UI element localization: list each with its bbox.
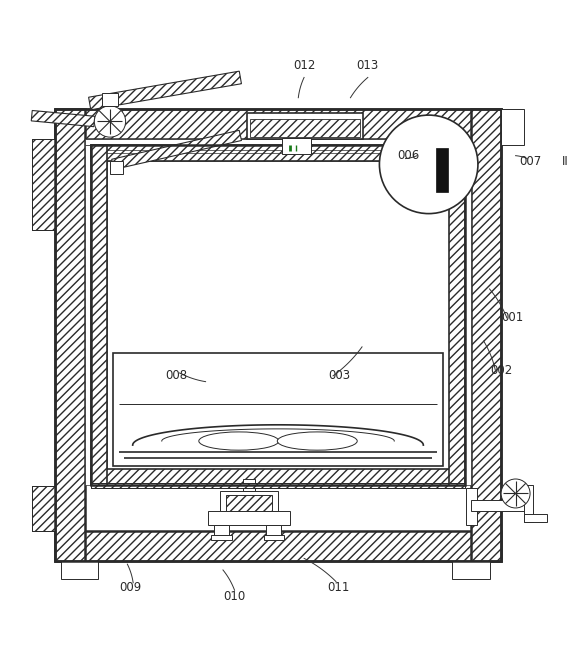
Bar: [266, 525, 281, 537]
Polygon shape: [88, 71, 242, 110]
Bar: [466, 488, 477, 525]
Bar: [113, 353, 443, 466]
Bar: [32, 140, 55, 230]
Bar: [214, 525, 229, 537]
Bar: [55, 109, 501, 561]
Bar: [220, 490, 278, 511]
Ellipse shape: [277, 432, 357, 450]
Text: II: II: [562, 155, 568, 168]
Bar: [107, 161, 449, 469]
Bar: [465, 145, 471, 485]
Bar: [208, 511, 290, 525]
Bar: [55, 531, 501, 561]
Bar: [281, 138, 311, 154]
Bar: [471, 109, 501, 561]
Bar: [524, 514, 548, 523]
Text: 002: 002: [490, 364, 512, 376]
Text: 010: 010: [223, 590, 246, 602]
Bar: [247, 113, 363, 140]
Circle shape: [380, 115, 478, 214]
Bar: [211, 535, 232, 540]
Circle shape: [94, 106, 126, 137]
Text: 009: 009: [119, 581, 142, 594]
Bar: [471, 500, 527, 511]
Bar: [55, 109, 501, 140]
Text: 003: 003: [328, 369, 350, 382]
Bar: [263, 535, 284, 540]
Bar: [91, 483, 465, 488]
Bar: [55, 109, 85, 561]
Ellipse shape: [199, 432, 278, 450]
Bar: [85, 145, 91, 485]
Bar: [32, 486, 55, 531]
Text: 013: 013: [357, 59, 379, 72]
Bar: [91, 145, 107, 485]
Bar: [436, 148, 448, 192]
Text: 008: 008: [166, 369, 188, 382]
Circle shape: [501, 479, 530, 508]
Bar: [524, 485, 533, 523]
Bar: [250, 119, 360, 136]
Bar: [452, 561, 490, 579]
Bar: [32, 486, 55, 531]
Bar: [91, 145, 465, 161]
Bar: [110, 161, 123, 174]
Bar: [433, 161, 446, 174]
Text: 012: 012: [293, 59, 315, 72]
Text: 011: 011: [328, 581, 350, 594]
Polygon shape: [31, 111, 95, 127]
Bar: [91, 483, 465, 488]
Bar: [32, 140, 55, 230]
Bar: [501, 109, 524, 145]
Bar: [61, 561, 98, 579]
Bar: [91, 145, 465, 485]
Bar: [226, 495, 272, 511]
Bar: [102, 93, 118, 106]
Bar: [91, 469, 465, 485]
Bar: [243, 479, 255, 490]
Bar: [85, 482, 471, 531]
Bar: [85, 140, 459, 145]
Text: 006: 006: [397, 149, 419, 162]
Text: 001: 001: [501, 312, 524, 324]
Polygon shape: [112, 130, 242, 169]
Bar: [449, 145, 465, 485]
Text: 007: 007: [519, 155, 541, 168]
